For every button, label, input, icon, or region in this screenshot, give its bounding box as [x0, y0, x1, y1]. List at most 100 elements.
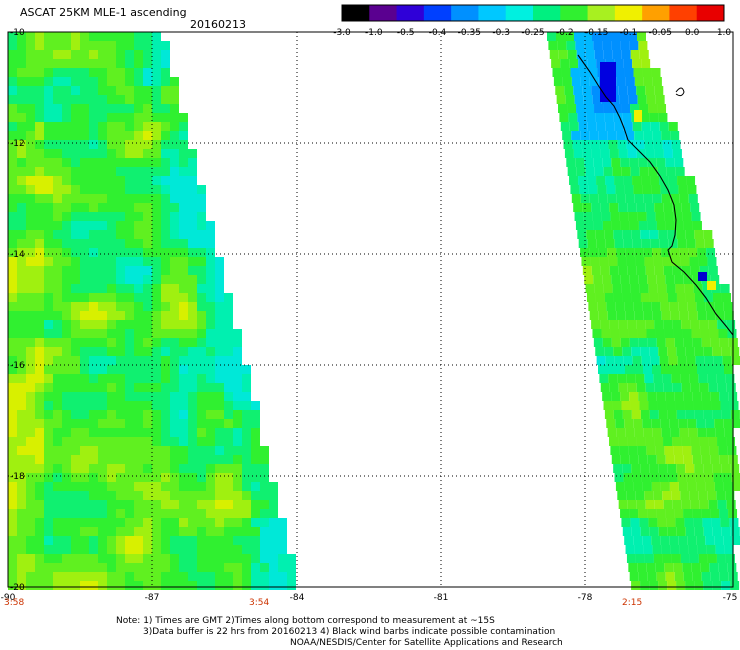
swath-cell [588, 68, 598, 77]
swath-cell [170, 185, 179, 194]
swath-cell [35, 482, 44, 491]
swath-cell [107, 311, 116, 320]
swath-cell [675, 167, 685, 176]
swath-cell [676, 293, 686, 302]
swath-cell [638, 509, 648, 518]
swath-cell [107, 410, 116, 419]
swath-cell [170, 284, 179, 293]
swath-cell [578, 122, 588, 131]
swath-cell [695, 239, 705, 248]
swath-cell [671, 491, 681, 500]
swath-cell [197, 320, 206, 329]
swath-cell [570, 185, 580, 194]
swath-cell [606, 302, 616, 311]
swath-cell [143, 563, 152, 572]
swath-cell [8, 167, 17, 176]
swath-cell [71, 32, 80, 41]
swath-cell [89, 257, 98, 266]
swath-cell [143, 32, 152, 41]
swath-cell [35, 275, 44, 284]
swath-cell [8, 401, 17, 410]
swath-cell [152, 140, 161, 149]
swath-cell [71, 473, 80, 482]
swath-cell [596, 239, 606, 248]
swath-cell [107, 356, 116, 365]
swath-cell [614, 122, 624, 131]
swath-cell [632, 356, 642, 365]
swath-cell [670, 131, 680, 140]
swath-cell [678, 302, 688, 311]
swath-cell [578, 59, 588, 68]
swath-cell [26, 473, 35, 482]
swath-cell [152, 41, 161, 50]
swath-cell [653, 491, 663, 500]
swath-cell [26, 455, 35, 464]
swath-cell [170, 95, 179, 104]
swath-cell [577, 230, 587, 239]
swath-cell [71, 59, 80, 68]
swath-cell [663, 203, 673, 212]
colorbar-label: -0.4 [429, 28, 447, 38]
swath-cell [8, 32, 17, 41]
swath-cell [98, 212, 107, 221]
swath-cell [116, 419, 125, 428]
swath-cell [125, 131, 134, 140]
swath-cell [206, 266, 215, 275]
swath-cell [89, 419, 98, 428]
swath-cell [53, 338, 62, 347]
swath-cell [661, 248, 671, 257]
swath-cell [717, 437, 727, 446]
swath-cell [688, 365, 697, 374]
swath-cell [80, 482, 89, 491]
swath-cell [134, 59, 143, 68]
swath-cell [26, 401, 35, 410]
swath-cell [649, 581, 659, 590]
swath-cell [197, 293, 206, 302]
swath-cell [574, 212, 584, 221]
swath-cell [71, 284, 80, 293]
swath-cell [287, 563, 296, 572]
swath-cell [17, 104, 26, 113]
swath-cell [587, 176, 597, 185]
swath-cell [98, 194, 107, 203]
swath-cell [161, 113, 170, 122]
swath-cell [197, 311, 206, 320]
swath-cell [215, 365, 224, 374]
swath-cell [71, 572, 80, 581]
swath-cell [80, 446, 89, 455]
swath-cell [598, 131, 608, 140]
swath-cell [688, 545, 698, 554]
swath-cell [188, 347, 197, 356]
swath-cell [666, 401, 676, 410]
swath-cell [44, 554, 53, 563]
swath-cell [170, 446, 179, 455]
swath-cell [44, 221, 53, 230]
swath-cell [125, 581, 134, 590]
swath-cell [89, 581, 98, 590]
swath-cell [206, 257, 215, 266]
swath-cell [708, 320, 718, 329]
swath-cell [143, 536, 152, 545]
swath-cell [80, 383, 89, 392]
swath-cell [26, 302, 35, 311]
swath-cell [89, 302, 98, 311]
swath-cell [645, 266, 655, 275]
swath-cell [107, 482, 116, 491]
swath-cell [597, 185, 607, 194]
swath-cell [582, 266, 592, 275]
swath-cell [685, 410, 695, 419]
swath-cell [224, 383, 233, 392]
swath-cell [730, 581, 740, 590]
swath-cell [685, 464, 695, 473]
swath-cell [53, 329, 62, 338]
swath-cell [671, 374, 681, 383]
swath-cell [89, 158, 98, 167]
swath-cell [107, 104, 116, 113]
swath-cell [613, 410, 623, 419]
swath-cell [627, 149, 637, 158]
swath-cell [233, 347, 242, 356]
swath-cell [719, 338, 729, 347]
swath-cell [613, 464, 623, 473]
swath-cell [152, 545, 161, 554]
swath-cell [633, 482, 643, 491]
